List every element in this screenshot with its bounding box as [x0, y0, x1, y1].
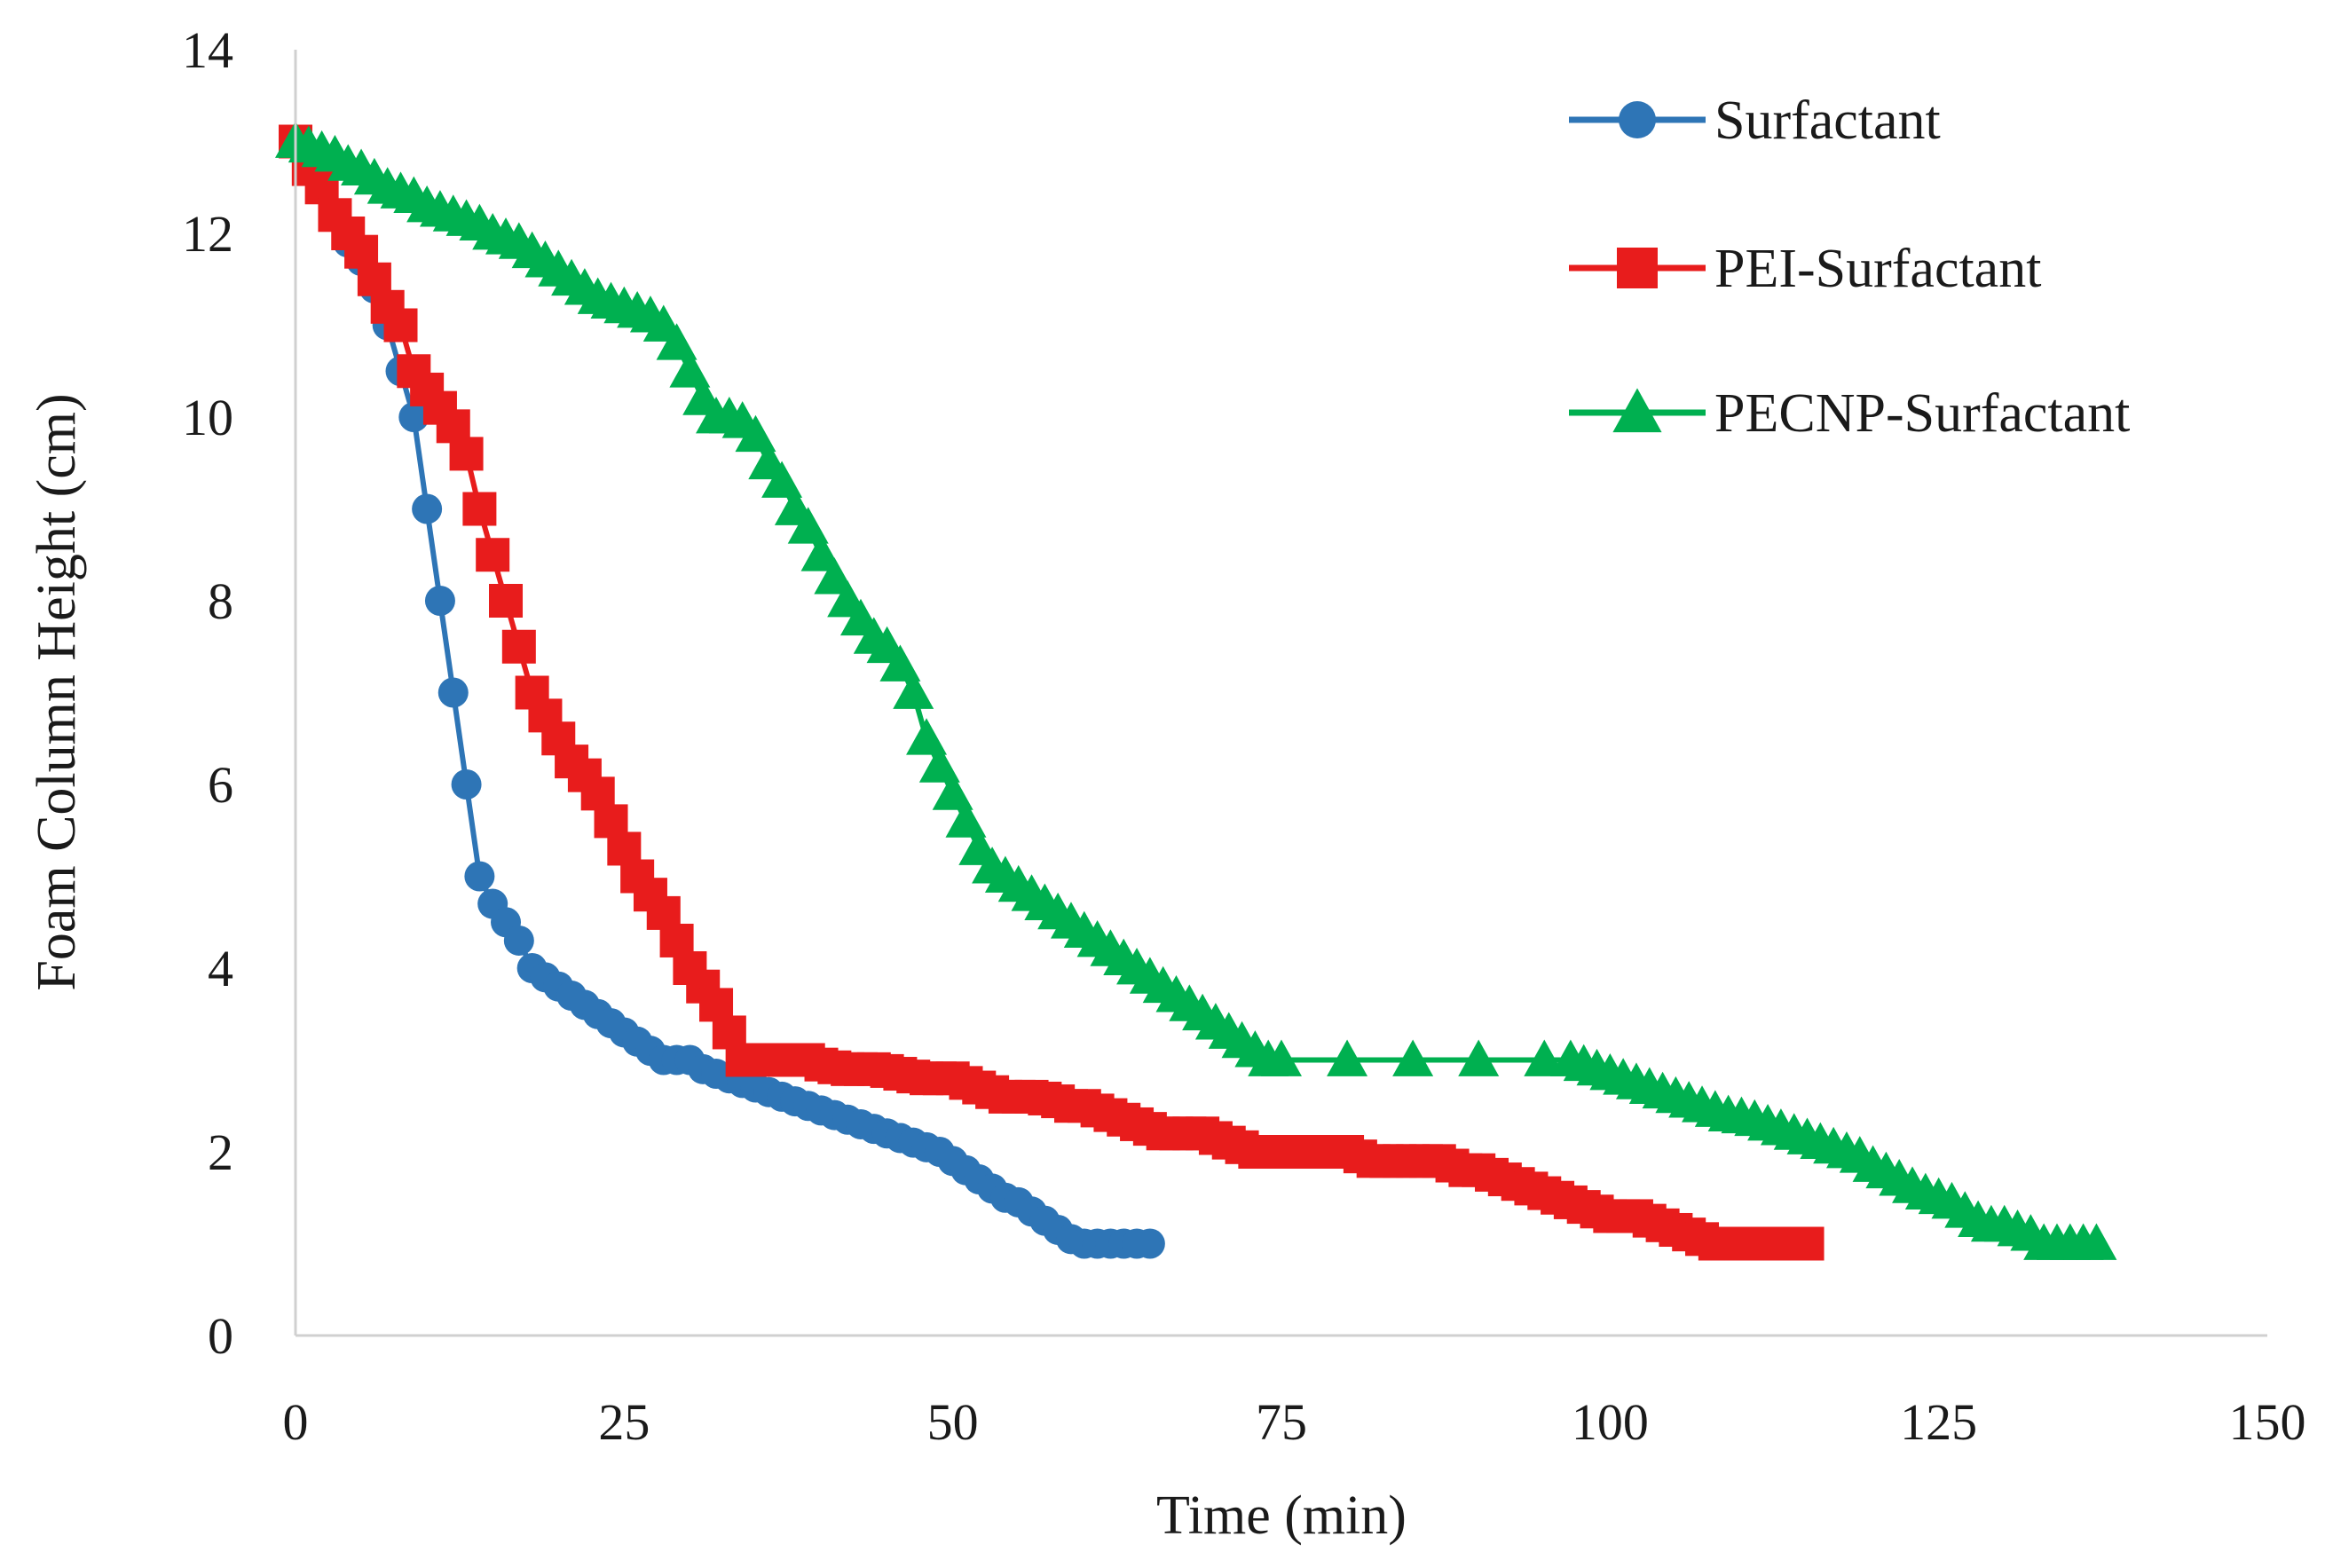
data-point-pecnp-surfactant	[945, 800, 987, 838]
series-layer	[275, 121, 2117, 1261]
data-point-surfactant	[424, 586, 455, 616]
legend-marker	[1612, 388, 1662, 433]
data-point-pei-surfactant	[476, 538, 510, 572]
data-point-pecnp-surfactant	[735, 414, 776, 453]
data-point-pecnp-surfactant	[2076, 1223, 2117, 1260]
data-point-pecnp-surfactant	[814, 557, 855, 595]
legend-item-pecnp-surfactant: PECNP-Surfactant	[1569, 383, 2130, 444]
data-point-pei-surfactant	[383, 308, 418, 343]
series-pei-surfactant	[279, 124, 1825, 1261]
y-tick-label: 10	[182, 389, 233, 446]
data-point-surfactant	[503, 925, 534, 956]
data-point-surfactant	[398, 402, 430, 432]
data-point-surfactant	[412, 493, 443, 524]
y-tick-label: 6	[208, 756, 233, 814]
y-tick-label: 2	[208, 1123, 233, 1181]
data-point-pei-surfactant	[501, 629, 536, 664]
data-point-pecnp-surfactant	[1261, 1039, 1302, 1076]
x-tick-label: 0	[283, 1393, 309, 1451]
legend-marker	[1617, 248, 1658, 288]
data-point-pei-surfactant	[1790, 1226, 1825, 1261]
y-tick-labels: 0 2 4 6 8 10 12 14	[182, 21, 233, 1365]
y-tick-label: 0	[208, 1307, 233, 1365]
x-tick-label: 75	[1256, 1393, 1307, 1451]
data-point-pecnp-surfactant	[879, 644, 921, 682]
series-pecnp-surfactant	[275, 121, 2117, 1260]
data-point-pecnp-surfactant	[932, 773, 973, 810]
x-axis-title: Time (min)	[1156, 1485, 1407, 1546]
data-point-pei-surfactant	[462, 492, 497, 526]
legend-label: PECNP-Surfactant	[1714, 383, 2130, 444]
data-point-pecnp-surfactant	[1327, 1039, 1368, 1076]
data-point-pei-surfactant	[449, 437, 484, 471]
data-point-pecnp-surfactant	[893, 672, 934, 709]
data-point-pecnp-surfactant	[656, 323, 698, 360]
y-tick-label: 4	[208, 940, 233, 997]
data-point-pecnp-surfactant	[669, 351, 711, 388]
y-axis-title: Foam Column Height (cm)	[27, 393, 87, 990]
data-point-pecnp-surfactant	[800, 534, 842, 571]
data-point-pei-surfactant	[489, 584, 524, 618]
legend-item-surfactant: Surfactant	[1569, 91, 1941, 151]
legend-marker	[1619, 101, 1656, 138]
x-tick-label: 100	[1572, 1393, 1649, 1451]
y-tick-label: 8	[208, 572, 233, 630]
x-tick-label: 50	[927, 1393, 979, 1451]
legend: Surfactant PEI-Surfactant PECNP-Surfactant	[1569, 91, 2130, 444]
legend-label: Surfactant	[1714, 91, 1941, 151]
data-point-surfactant	[437, 677, 469, 708]
data-point-pecnp-surfactant	[787, 507, 829, 544]
data-point-surfactant	[464, 861, 495, 892]
x-tick-label: 25	[598, 1393, 650, 1451]
data-point-pecnp-surfactant	[761, 461, 803, 498]
legend-item-pei-surfactant: PEI-Surfactant	[1569, 239, 2041, 299]
y-tick-label: 12	[182, 205, 233, 263]
data-point-surfactant	[451, 769, 482, 800]
data-point-surfactant	[1134, 1228, 1165, 1259]
data-point-pecnp-surfactant	[1392, 1039, 1434, 1076]
y-tick-label: 14	[182, 21, 233, 79]
legend-label: PEI-Surfactant	[1714, 239, 2041, 299]
data-point-pecnp-surfactant	[1524, 1039, 1565, 1076]
data-point-pecnp-surfactant	[1458, 1039, 1500, 1076]
x-tick-labels: 0 25 50 75 100 125 150	[283, 1393, 2306, 1451]
data-point-pecnp-surfactant	[906, 718, 948, 755]
x-tick-label: 150	[2229, 1393, 2306, 1451]
data-point-pecnp-surfactant	[918, 745, 960, 783]
series-line-pecnp-surfactant	[295, 138, 2097, 1247]
x-tick-label: 125	[1900, 1393, 1977, 1451]
